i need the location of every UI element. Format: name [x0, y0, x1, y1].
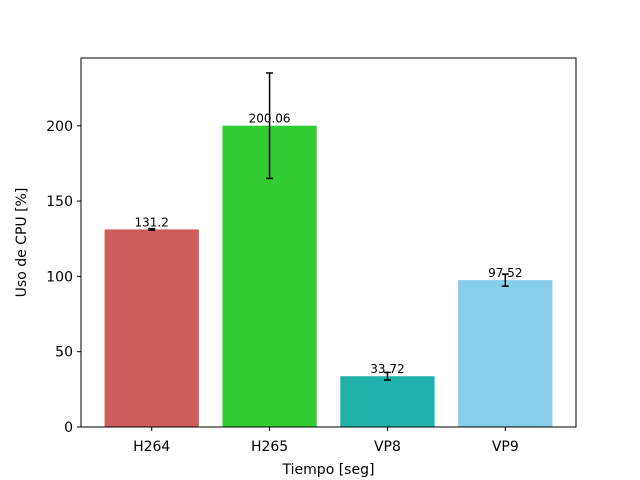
error-bar-vp8	[383, 371, 391, 381]
x-axis-ticks: H264 H265 VP8 VP9	[133, 427, 519, 455]
data-label-h265: 200.06	[249, 112, 291, 126]
error-bar-h265	[266, 72, 274, 180]
x-tick-label-vp8: VP8	[374, 439, 401, 455]
data-label-h264: 131.2	[135, 215, 169, 229]
axes-frame	[80, 57, 577, 428]
x-tick-label-h265: H265	[251, 439, 288, 455]
y-tick-label: 200	[46, 119, 73, 135]
data-label-vp8: 33.72	[370, 362, 404, 376]
error-bars-group	[148, 72, 509, 381]
x-axis-title: Tiempo [seg]	[282, 462, 375, 478]
data-label-vp9: 97.52	[488, 266, 522, 280]
y-tick-label: 100	[46, 269, 73, 285]
bars-group	[104, 125, 553, 427]
error-bar-h264	[148, 227, 156, 231]
bar-h264	[104, 229, 199, 427]
y-tick-label: 150	[46, 194, 73, 210]
y-tick-label: 50	[55, 345, 73, 361]
error-bar-vp9	[501, 273, 509, 287]
y-axis-title: Uso de CPU [%]	[14, 188, 30, 298]
x-tick-label-h264: H264	[133, 439, 170, 455]
x-tick-label-vp9: VP9	[492, 439, 519, 455]
y-axis-ticks: 0 50 100 150 200	[46, 119, 81, 436]
y-tick-label: 0	[64, 420, 73, 436]
data-labels-group: 131.2 200.06 33.72 97.52	[135, 112, 523, 377]
bar-vp9	[458, 280, 553, 427]
bar-vp8	[340, 376, 435, 427]
